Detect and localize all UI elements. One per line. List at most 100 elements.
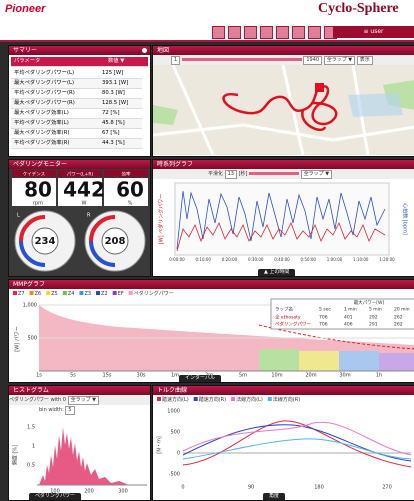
legend-swatch	[63, 291, 67, 295]
legend-label: 法線方向(R)	[273, 396, 300, 403]
tool-button[interactable]	[292, 26, 305, 39]
legend-swatch	[30, 291, 34, 295]
torque-panel: トルク曲線 踏速方向(L)踏速方向(R)法線方向(L)法線方向(R)[N・m]1…	[152, 385, 414, 501]
zero-check[interactable]: with 0	[51, 397, 66, 403]
legend-label: Z6	[35, 291, 42, 297]
panel-header: サマリー	[9, 46, 150, 55]
tool-button[interactable]	[276, 26, 289, 39]
bin-value[interactable]: 5	[65, 406, 74, 415]
bin-controls: bin width: 5	[9, 405, 150, 415]
legend-label: Z2	[101, 291, 108, 297]
table-cell: 401	[344, 315, 353, 321]
smoothing-value[interactable]: 13	[225, 170, 237, 179]
panel-header: 時系列グラフ	[153, 160, 414, 169]
logo: Pioneer	[5, 3, 45, 15]
lap-select[interactable]: 全ラップ ▼	[68, 396, 99, 405]
panel-header: ヒストグラム	[9, 386, 150, 395]
lap-select[interactable]: 全ラップ ▼	[301, 170, 332, 179]
x-tick-label: 0:30:00	[248, 257, 264, 262]
dial-side: R	[87, 213, 91, 219]
tool-button[interactable]	[228, 26, 241, 39]
y-tick-label: 1	[32, 444, 35, 450]
panel-title: 地図	[157, 47, 169, 54]
table-cell: 406	[344, 322, 353, 328]
x-tick-label: 1:10:00	[353, 257, 369, 262]
x-tick-label: 20m	[305, 373, 316, 379]
y-label: [W] ペダリングパワー	[158, 194, 165, 244]
x-tick-label: 0	[181, 485, 184, 491]
hist-controls: ペダリングパワー with 0 全ラップ ▼	[9, 395, 150, 405]
summary-row: 平均ペダリングパワー(L)125 [W]	[11, 69, 142, 79]
panel-title: サマリー	[13, 47, 37, 54]
smoothing-slider[interactable]	[249, 172, 299, 175]
tool-button[interactable]	[212, 26, 225, 39]
x-tick-label: 180	[314, 485, 324, 491]
toolbar	[212, 26, 337, 39]
plot-area	[175, 183, 389, 255]
x-tick-label: 270	[382, 485, 392, 491]
legend-swatch	[79, 291, 83, 295]
x-tick-label: 10m	[271, 373, 282, 379]
legend-swatch	[268, 397, 272, 401]
dial-value: 234	[35, 236, 56, 247]
footer-tab[interactable]: ▲ 上の時間	[258, 269, 295, 276]
hist-bars	[39, 427, 129, 485]
user-button[interactable]: ≡ user	[333, 26, 414, 38]
y-tick-label: 1.5	[27, 425, 35, 431]
table-header: 5 min	[369, 307, 382, 313]
y-tick-label: 0	[177, 451, 180, 457]
monitor-panel: ペダリングモニター ケイデンス80rpmパワー(L+R)442W効率60%234…	[8, 159, 151, 277]
metric-value: 442	[63, 178, 105, 202]
x-tick-label: 30s	[137, 373, 146, 379]
summary-row: 平均ペダリングパワー(R)80.3 [W]	[11, 89, 142, 99]
range-end[interactable]: 1940	[303, 56, 322, 65]
histogram-panel: ヒストグラム ペダリングパワー with 0 全ラップ ▼ bin width:…	[8, 385, 151, 501]
show-button[interactable]: 表示	[357, 56, 373, 65]
table-cell: 291	[369, 322, 378, 328]
x-tick-label: 1:00:00	[327, 257, 343, 262]
summary-row: 最大ペダリングパワー(L)393.1 [W]	[11, 79, 142, 89]
metric-unit: %	[128, 201, 133, 207]
y-tick-label: 1000	[167, 409, 180, 415]
range-slider[interactable]	[182, 58, 302, 61]
summary-row: 最大ペダリング効率(R)67 [%]	[11, 129, 142, 139]
summary-row: 平均ペダリング効率(R)44.3 [%]	[11, 139, 142, 149]
panel-header: トルク曲線	[153, 386, 414, 395]
x-tick-label: 0:40:00	[274, 257, 290, 262]
tool-button[interactable]	[260, 26, 273, 39]
legend-label: Z7	[18, 291, 25, 297]
y-tick-label: 1,000	[23, 303, 37, 309]
table-cell: 262	[394, 322, 403, 328]
range-start[interactable]: 1	[171, 56, 180, 65]
value: 44.3 [%]	[102, 139, 142, 148]
x-tick-label: 0:00:00	[169, 257, 185, 262]
tool-button[interactable]	[244, 26, 257, 39]
x-tick-label: 200	[84, 489, 94, 495]
tool-button[interactable]	[308, 26, 321, 39]
y-tick-label: 500	[27, 336, 37, 342]
value: 128.5 [W]	[102, 99, 142, 108]
series-select[interactable]: ペダリングパワー	[9, 397, 49, 403]
close-button[interactable]	[142, 48, 147, 53]
metric-unit: W	[82, 201, 87, 207]
table-header: パラメータ数値 ▼	[11, 57, 148, 67]
y-tick-label: -500	[169, 472, 180, 478]
x-tick-label: 0:50:00	[301, 257, 317, 262]
x-label-tab: インターバル	[179, 375, 221, 382]
param: 最大ペダリング効率(L)	[11, 109, 102, 118]
table-cell: 706	[319, 322, 328, 328]
value: 125 [W]	[102, 69, 142, 78]
zone	[379, 353, 414, 371]
legend-label: 法線方向(L)	[236, 396, 263, 403]
legend-swatch	[13, 291, 17, 295]
param: 平均ペダリング効率(L)	[11, 119, 102, 128]
timeseries-panel: 時系列グラフ 平滑化 13 [秒] 全ラップ ▼ [W] ペダリングパワー心拍数…	[152, 159, 414, 277]
lap-select[interactable]: 全ラップ ▼	[324, 56, 355, 65]
map-controls: 1 1940 全ラップ ▼ 表示	[153, 55, 414, 65]
param: 平均ペダリングパワー(L)	[11, 69, 102, 78]
smoothing-unit: [秒]	[239, 171, 248, 177]
legend-label: 踏速方向(R)	[199, 396, 226, 403]
legend-swatch	[129, 291, 133, 295]
